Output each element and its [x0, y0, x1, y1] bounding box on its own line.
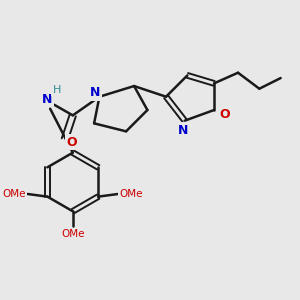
Text: O: O [219, 107, 230, 121]
Text: OMe: OMe [120, 189, 143, 199]
Text: N: N [42, 93, 53, 106]
Text: OMe: OMe [61, 229, 85, 239]
Text: O: O [66, 136, 77, 148]
Text: N: N [178, 124, 189, 136]
Text: N: N [90, 86, 100, 99]
Text: H: H [52, 85, 61, 95]
Text: OMe: OMe [2, 189, 26, 199]
